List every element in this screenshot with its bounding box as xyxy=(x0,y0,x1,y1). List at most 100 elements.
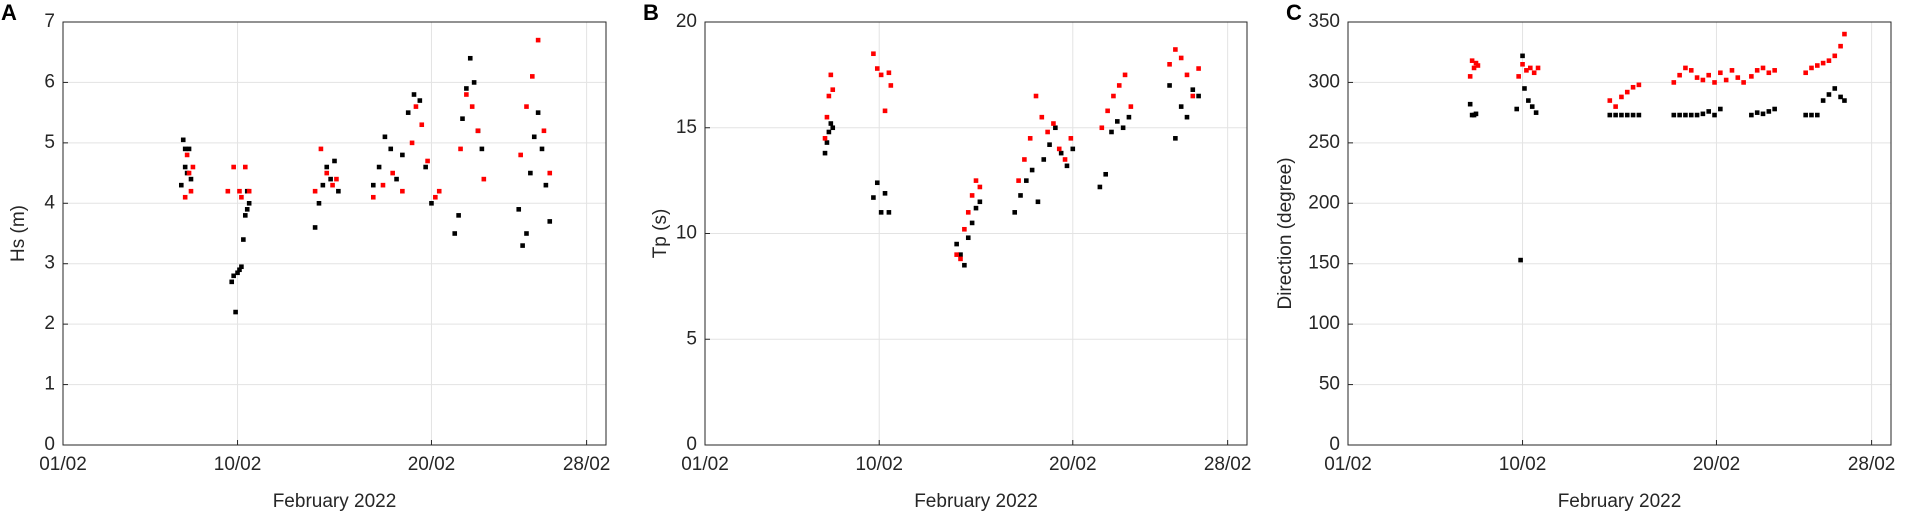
point xyxy=(1749,74,1754,79)
point xyxy=(874,66,880,71)
x-tick-label: 20/02 xyxy=(1693,454,1741,475)
point xyxy=(1760,65,1766,71)
point xyxy=(409,140,415,146)
point xyxy=(1027,136,1033,141)
y-tick-label: 2 xyxy=(44,313,55,334)
point xyxy=(388,146,394,152)
point xyxy=(828,121,834,126)
point xyxy=(1467,101,1473,107)
point xyxy=(320,182,326,188)
axes-frame xyxy=(704,21,1248,446)
point xyxy=(456,213,461,218)
point xyxy=(824,114,830,120)
point xyxy=(541,128,547,134)
point xyxy=(539,146,545,152)
point xyxy=(1735,75,1741,80)
point xyxy=(1630,84,1636,90)
point xyxy=(977,184,983,190)
point xyxy=(954,241,959,247)
y-tick-label: 4 xyxy=(44,192,55,213)
point xyxy=(1115,119,1120,124)
point xyxy=(1047,142,1052,147)
x-tick-label: 20/02 xyxy=(1049,454,1097,475)
y-axis-label: Tp (s) xyxy=(650,209,671,259)
point xyxy=(954,252,959,257)
point xyxy=(382,134,388,140)
point xyxy=(324,170,330,176)
point xyxy=(1475,63,1481,68)
point xyxy=(471,80,477,85)
point xyxy=(1694,112,1700,118)
y-tick-label: 15 xyxy=(676,117,697,138)
point xyxy=(417,98,423,103)
y-tick-label: 20 xyxy=(676,11,697,32)
point xyxy=(239,194,244,200)
point xyxy=(1688,112,1694,118)
point xyxy=(1173,136,1178,141)
point xyxy=(182,146,188,152)
y-tick-label: 300 xyxy=(1308,71,1340,92)
point xyxy=(180,137,186,143)
point xyxy=(1167,62,1172,67)
point xyxy=(1518,257,1523,263)
point xyxy=(186,170,192,176)
point xyxy=(1184,114,1190,120)
point xyxy=(233,309,238,315)
x-tick-label: 10/02 xyxy=(1499,454,1547,475)
point xyxy=(1607,112,1613,118)
point xyxy=(1184,72,1190,78)
point xyxy=(973,178,979,183)
point xyxy=(1022,157,1027,162)
point xyxy=(1624,112,1630,118)
point xyxy=(178,182,184,188)
point xyxy=(1741,80,1746,85)
point xyxy=(830,87,836,92)
point xyxy=(973,205,979,211)
point xyxy=(1630,112,1636,118)
point xyxy=(1803,112,1808,118)
point xyxy=(1514,106,1520,112)
point xyxy=(231,273,236,279)
point xyxy=(423,164,428,170)
point xyxy=(1671,112,1677,118)
point xyxy=(239,264,244,270)
point xyxy=(1838,43,1843,49)
point xyxy=(1126,114,1132,120)
point xyxy=(1128,104,1134,109)
point xyxy=(1041,157,1047,162)
point xyxy=(1809,112,1814,118)
point xyxy=(516,207,522,212)
x-tick-label: 28/02 xyxy=(1848,454,1896,475)
point xyxy=(1018,193,1023,198)
point xyxy=(1056,146,1062,152)
point xyxy=(242,164,248,170)
point xyxy=(965,235,971,241)
point xyxy=(425,158,430,164)
point xyxy=(1190,93,1196,99)
point xyxy=(1167,83,1172,88)
point xyxy=(1531,70,1537,76)
point xyxy=(1097,184,1103,190)
point xyxy=(1624,89,1630,95)
point xyxy=(520,243,525,248)
panel: 0 1 2 3 4 5 6 7 01/02 10/02 20/02 28/02 February 202… xyxy=(1,0,610,512)
point xyxy=(958,252,963,257)
point xyxy=(1053,125,1058,131)
y-tick-label: 10 xyxy=(676,223,697,244)
point xyxy=(1111,93,1116,99)
point xyxy=(467,55,473,61)
y-tick-label: 0 xyxy=(686,434,697,455)
point xyxy=(958,256,963,262)
point xyxy=(977,199,983,205)
point xyxy=(1842,31,1847,37)
point xyxy=(828,72,834,78)
point xyxy=(370,194,376,200)
point xyxy=(1524,68,1529,73)
point xyxy=(1099,125,1105,131)
panel: 0 5 10 15 20 01/02 10/02 20/02 28/02 February 202… xyxy=(643,0,1251,512)
point xyxy=(1677,72,1682,78)
point xyxy=(1694,75,1700,80)
x-tick-label: 20/02 xyxy=(408,454,456,475)
point xyxy=(241,237,246,242)
